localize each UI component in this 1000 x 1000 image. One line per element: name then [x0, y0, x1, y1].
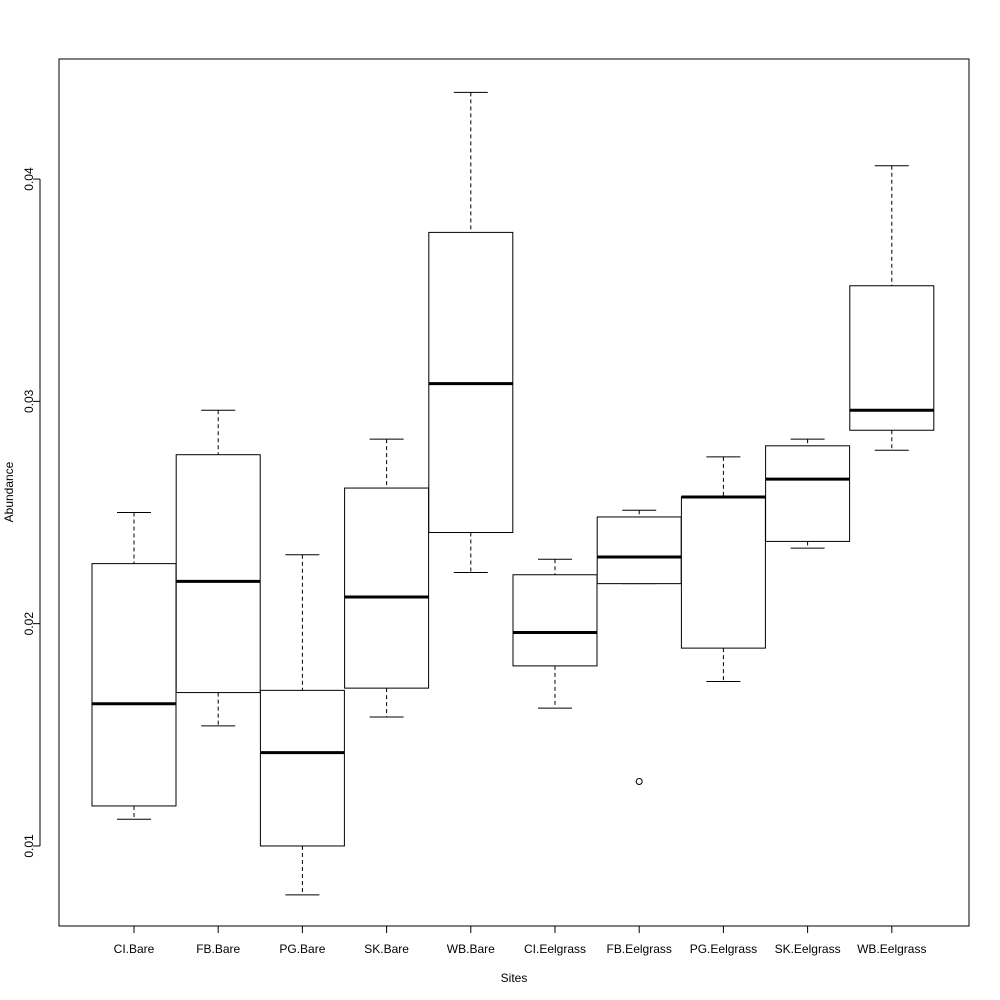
iqr-box: [512, 574, 598, 667]
x-axis-title: Sites: [501, 971, 528, 985]
iqr-box: [344, 487, 430, 689]
iqr-box: [765, 445, 851, 542]
x-tick-label: FB.Eelgrass: [607, 942, 672, 956]
y-tick-label: 0.01: [22, 834, 36, 858]
y-axis: 0.01 0.02 0.03 0.04: [22, 167, 41, 858]
iqr-box: [91, 563, 177, 807]
box-pg-bare: [259, 554, 345, 896]
box-wb-bare: [428, 91, 514, 574]
outlier-point: [635, 778, 643, 785]
x-tick-label: CI.Eelgrass: [524, 942, 586, 956]
x-tick-label: WB.Eelgrass: [857, 942, 926, 956]
box-sk-bare: [344, 438, 430, 718]
boxes-group: [91, 91, 935, 896]
x-axis: CI.Bare FB.Bare PG.Bare SK.Bare WB.Bare CI.Ee…: [114, 925, 926, 956]
y-tick-label: 0.02: [22, 612, 36, 636]
x-tick-label: WB.Bare: [447, 942, 495, 956]
box-ci-eelgrass: [512, 558, 598, 709]
y-tick-label: 0.03: [22, 389, 36, 413]
x-tick-label: PG.Eelgrass: [690, 942, 757, 956]
iqr-box: [596, 516, 682, 585]
box-pg-eelgrass: [680, 456, 766, 682]
box-wb-eelgrass: [849, 165, 935, 451]
y-tick-label: 0.04: [22, 167, 36, 191]
iqr-box: [849, 285, 935, 431]
x-tick-label: PG.Bare: [279, 942, 325, 956]
iqr-box: [680, 496, 766, 649]
box-ci-bare: [91, 512, 177, 820]
box-fb-bare: [175, 409, 261, 727]
x-tick-label: SK.Bare: [364, 942, 409, 956]
box-fb-eelgrass: [596, 509, 682, 785]
box-sk-eelgrass: [765, 438, 851, 549]
x-tick-label: CI.Bare: [114, 942, 155, 956]
x-tick-label: FB.Bare: [196, 942, 240, 956]
iqr-box: [259, 689, 345, 847]
x-tick-label: SK.Eelgrass: [775, 942, 841, 956]
iqr-box: [175, 454, 261, 694]
y-axis-title: Abundance: [2, 461, 16, 522]
